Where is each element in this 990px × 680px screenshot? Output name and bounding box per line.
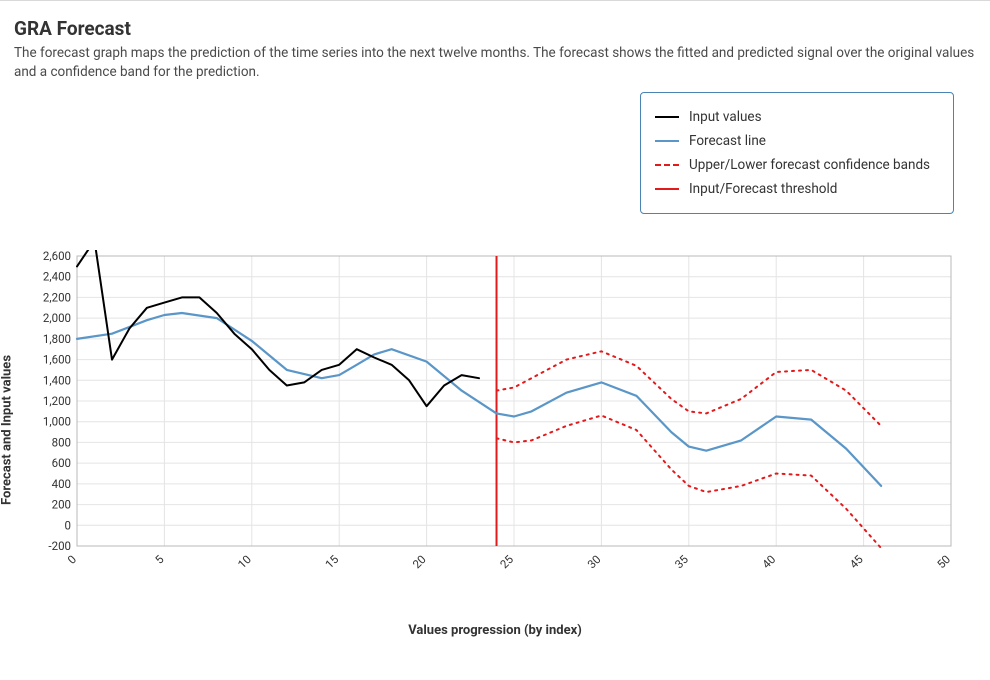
- legend-swatch-threshold: [655, 183, 679, 195]
- y-tick-label: 2,000: [43, 311, 71, 325]
- y-tick-label: 1,200: [43, 394, 71, 408]
- legend-box: Input values Forecast line Upper/Lower for…: [640, 92, 954, 214]
- y-tick-label: 2,600: [43, 250, 71, 263]
- x-tick-label: 15: [322, 552, 341, 571]
- page-description: The forecast graph maps the prediction o…: [14, 44, 976, 82]
- page-title: GRA Forecast: [14, 17, 976, 40]
- x-axis-ticks: 0 5 10 15 20 25 30 35 40 45 50: [65, 552, 953, 571]
- legend-swatch-input: [655, 111, 679, 123]
- x-tick-label: 0: [65, 552, 79, 566]
- y-tick-label: 1,400: [43, 373, 71, 387]
- legend-item-forecast: Forecast line: [655, 129, 935, 153]
- y-tick-label: -200: [48, 539, 71, 553]
- x-tick-label: 20: [410, 552, 429, 571]
- y-tick-label: 600: [52, 456, 71, 470]
- legend-item-bands: Upper/Lower forecast confidence bands: [655, 153, 935, 177]
- y-axis-ticks: -200 0 200 400 600 800 1,000 1,200 1,400 1,600 1,8…: [43, 250, 71, 553]
- chart-grid: [77, 256, 951, 546]
- legend-label-threshold: Input/Forecast threshold: [689, 181, 837, 197]
- legend-item-threshold: Input/Forecast threshold: [655, 177, 935, 201]
- y-tick-label: 2,400: [43, 269, 71, 283]
- y-tick-label: 0: [65, 518, 71, 532]
- y-tick-label: 200: [52, 497, 71, 511]
- y-tick-label: 400: [52, 477, 71, 491]
- x-tick-label: 35: [672, 552, 691, 571]
- x-tick-label: 10: [235, 552, 254, 571]
- legend-label-forecast: Forecast line: [689, 133, 766, 149]
- y-tick-label: 2,200: [43, 290, 71, 304]
- forecast-chart-container: Forecast and Input values -2000200400600…: [15, 250, 975, 610]
- legend-item-input: Input values: [655, 105, 935, 129]
- y-tick-label: 1,000: [43, 414, 71, 428]
- y-tick-label: 1,600: [43, 352, 71, 366]
- input-values-line: [77, 250, 479, 406]
- x-axis-label: Values progression (by index): [408, 623, 582, 638]
- x-tick-label: 50: [934, 552, 953, 571]
- legend-container: Input values Forecast line Upper/Lower for…: [14, 92, 954, 214]
- forecast-page: GRA Forecast The forecast graph maps the…: [0, 0, 990, 610]
- x-tick-label: 25: [497, 552, 516, 571]
- legend-swatch-bands: [655, 159, 679, 171]
- x-tick-label: 5: [152, 552, 167, 567]
- x-tick-label: 40: [759, 552, 778, 571]
- x-tick-label: 45: [847, 552, 866, 571]
- legend-label-input: Input values: [689, 109, 762, 125]
- y-tick-label: 800: [52, 435, 71, 449]
- x-tick-label: 30: [584, 552, 603, 571]
- legend-swatch-forecast: [655, 135, 679, 147]
- y-tick-label: 1,800: [43, 332, 71, 346]
- y-axis-label: Forecast and Input values: [0, 355, 15, 505]
- forecast-chart: -20002004006008001,0001,2001,4001,6001,8…: [15, 250, 975, 590]
- legend-label-bands: Upper/Lower forecast confidence bands: [689, 157, 930, 173]
